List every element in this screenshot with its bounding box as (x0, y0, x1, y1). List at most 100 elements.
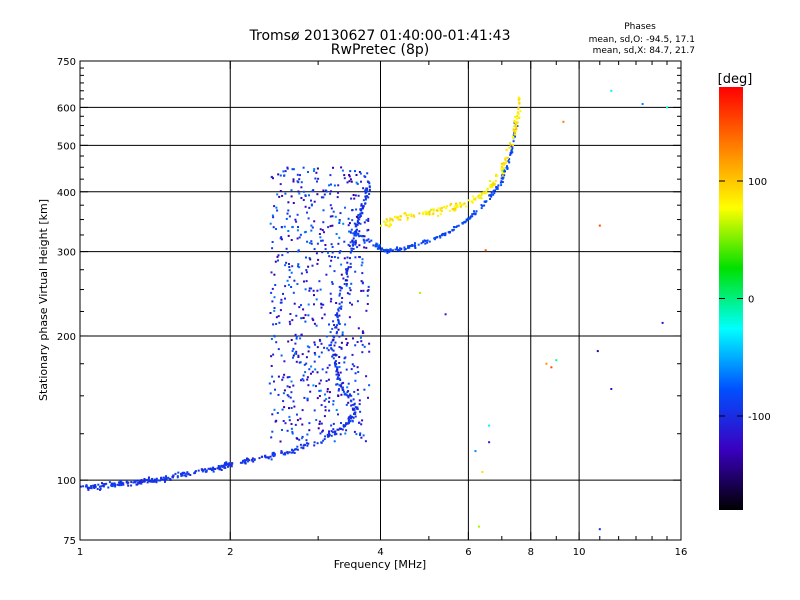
spread-echo-point (330, 424, 333, 427)
x-trace-point (500, 166, 503, 169)
f-trace-point (507, 160, 510, 162)
f-trace-point (386, 252, 389, 254)
spread-echo-point (323, 193, 326, 196)
spread-echo-point (284, 264, 287, 267)
spread-echo-point (308, 422, 311, 425)
x-trace-point (478, 195, 481, 198)
spread-echo-point (327, 251, 329, 254)
f-trace-point (375, 245, 378, 248)
x-trace-point (459, 203, 462, 206)
o-trace-point (111, 482, 114, 485)
o-trace-point (346, 256, 349, 259)
spread-echo-point (317, 427, 320, 430)
spread-echo-point (323, 313, 326, 316)
spread-echo-point (364, 440, 367, 443)
spread-echo-point (328, 184, 331, 187)
o-trace-point (151, 480, 154, 483)
spread-echo-point (349, 241, 352, 244)
f-trace-point (490, 195, 493, 198)
spread-echo-point (349, 289, 352, 292)
o-trace-point (284, 453, 287, 456)
spread-echo-point (308, 429, 311, 432)
spread-echo-point (291, 350, 294, 352)
spread-echo-point (334, 353, 337, 356)
spread-echo-point (281, 194, 284, 197)
spread-echo-point (279, 183, 282, 186)
o-trace-point (186, 471, 189, 474)
f-trace-point (388, 250, 391, 253)
spread-echo-point (302, 308, 305, 311)
spread-echo-point (288, 386, 291, 389)
spread-echo-point (313, 341, 316, 344)
f-trace-point (370, 239, 373, 242)
x-trace-point (463, 202, 466, 205)
legend-line-x: mean, sd,X: 84.7, 21.7 (593, 46, 695, 56)
spread-echo-point (305, 271, 308, 274)
f-trace-point (510, 151, 512, 154)
spread-echo-point (294, 352, 296, 355)
spread-echo-point (337, 256, 340, 259)
f-trace-point (435, 236, 438, 239)
f-trace-point (484, 200, 487, 203)
isolated-point (550, 366, 553, 369)
f-trace-point (471, 213, 474, 216)
o-trace-point (342, 390, 345, 393)
spread-echo-point (330, 256, 333, 258)
o-trace-point (340, 287, 343, 290)
spread-echo-point (290, 195, 293, 198)
spread-echo-point (296, 237, 299, 240)
spread-echo-point (291, 225, 294, 228)
spread-echo-point (275, 316, 278, 319)
spread-echo-point (311, 190, 314, 193)
x-trace-point (489, 184, 492, 187)
spread-echo-point (288, 215, 291, 218)
spread-echo-point (360, 280, 363, 283)
spread-echo-point (359, 172, 362, 175)
x-trace-point (455, 202, 458, 205)
x-trace-point (493, 182, 496, 185)
spread-echo-point (276, 412, 279, 414)
spread-echo-point (297, 190, 300, 193)
o-trace-point (346, 279, 349, 282)
spread-echo-point (306, 378, 309, 381)
spread-echo-point (303, 280, 305, 283)
f-trace-point (378, 245, 381, 248)
x-trace-point (509, 143, 512, 146)
spread-echo-point (363, 345, 366, 348)
spread-echo-point (315, 171, 318, 174)
f-trace-point (379, 249, 382, 252)
x-trace-point (444, 207, 447, 210)
spread-echo-point (318, 420, 321, 423)
spread-echo-point (300, 379, 302, 382)
spread-echo-point (348, 287, 351, 289)
x-trace-point (484, 192, 487, 195)
spread-echo-point (339, 212, 342, 215)
spread-echo-point (338, 251, 341, 254)
spread-echo-point (319, 288, 322, 291)
o-trace-point (356, 221, 359, 224)
f-trace-point (511, 147, 514, 150)
o-trace-point (177, 471, 180, 474)
spread-echo-point (297, 354, 300, 357)
spread-echo-point (271, 287, 274, 290)
spread-echo-point (360, 289, 363, 292)
f-trace-point (463, 221, 466, 223)
x-trace-point (410, 213, 413, 216)
spread-echo-point (351, 303, 353, 306)
spread-echo-point (326, 366, 329, 369)
spread-echo-point (271, 247, 274, 250)
spread-echo-point (273, 205, 276, 208)
o-trace-point (355, 225, 358, 228)
o-trace-point (160, 478, 163, 481)
o-trace-point (201, 470, 204, 473)
o-trace-point (227, 465, 229, 468)
x-trace-point (516, 112, 519, 115)
o-trace-point (181, 474, 184, 477)
f-trace-point (391, 249, 394, 252)
f-trace-point (447, 231, 450, 234)
x-trace-point (518, 117, 521, 119)
o-trace-point (341, 387, 344, 390)
spread-echo-point (355, 181, 358, 184)
o-trace-point (299, 443, 302, 446)
spread-echo-point (353, 390, 356, 393)
